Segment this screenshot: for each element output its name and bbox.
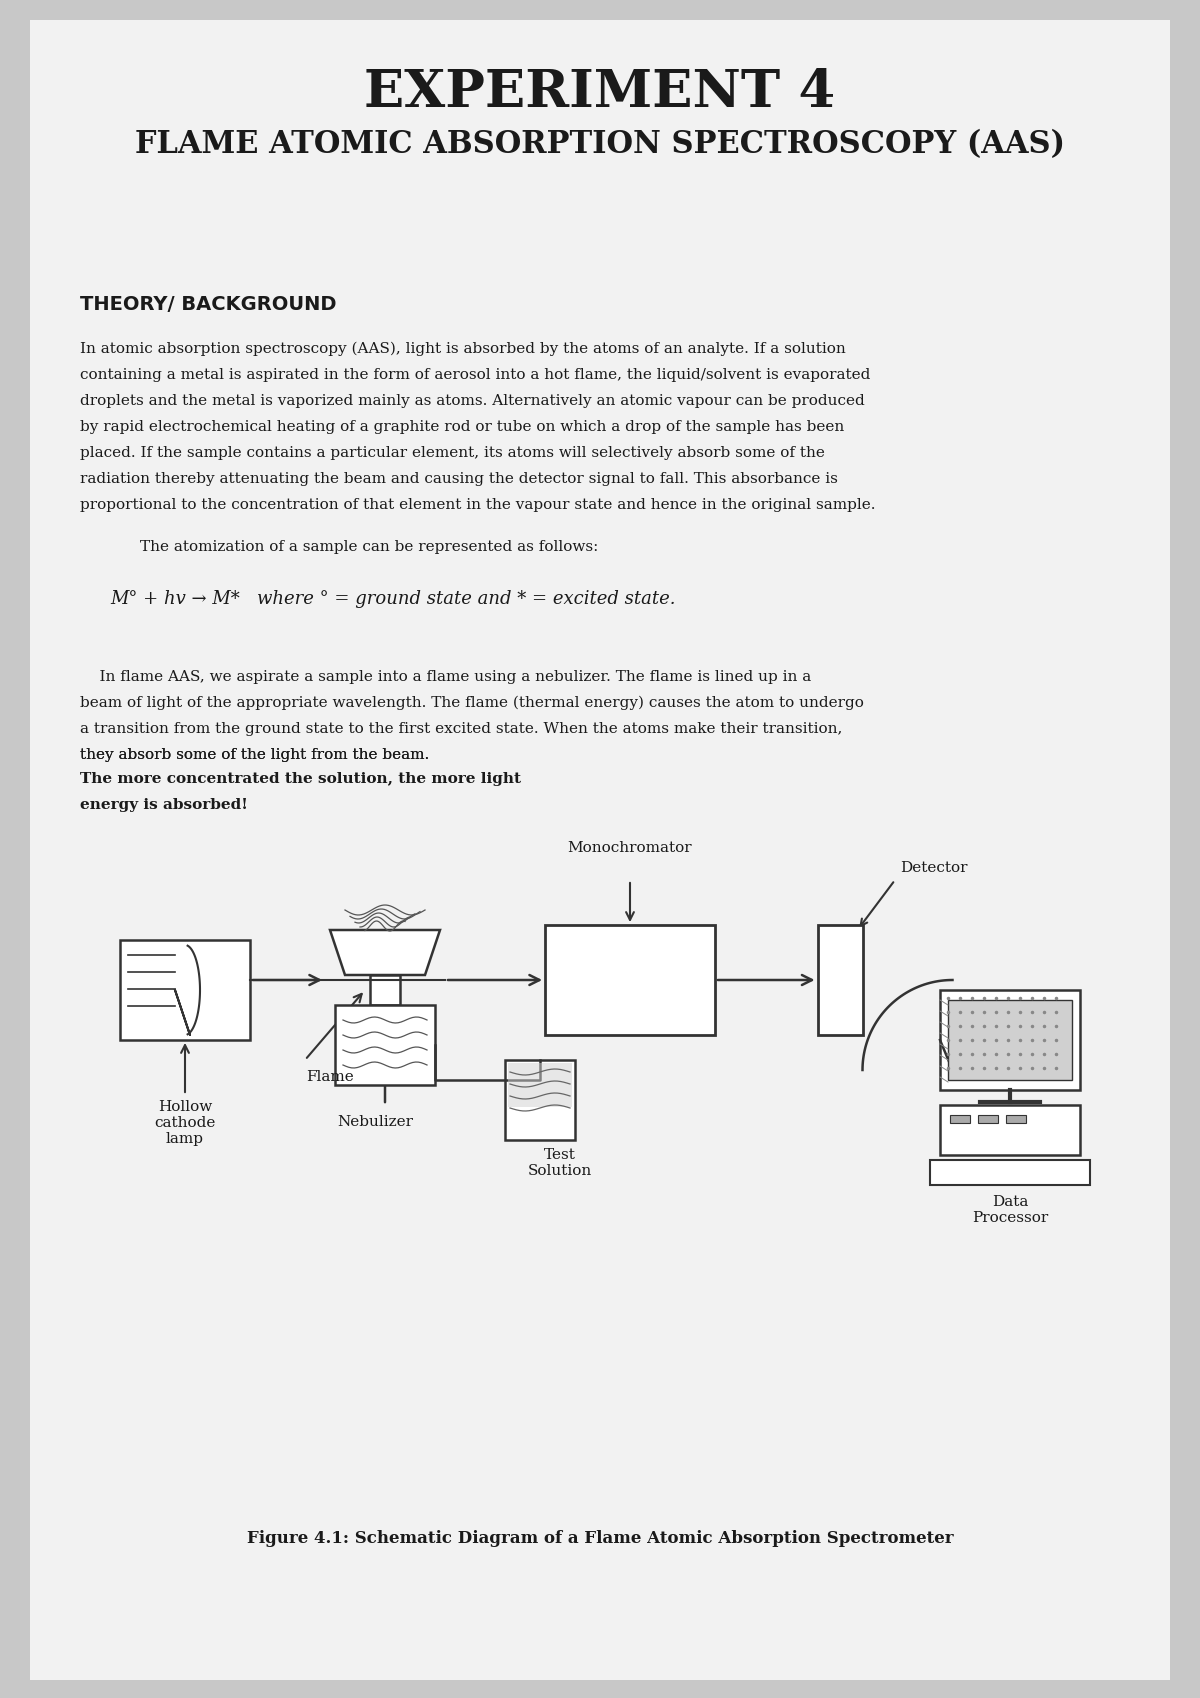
Text: The atomization of a sample can be represented as follows:: The atomization of a sample can be repre… [140,540,599,554]
Text: Data
Processor: Data Processor [972,1195,1048,1226]
Bar [817,925,863,1036]
Text: energy is absorbed!: energy is absorbed! [80,798,248,812]
Text: In flame AAS, we aspirate a sample into a flame using a nebulizer. The flame is : In flame AAS, we aspirate a sample into … [80,671,811,684]
Bar [1006,1116,1026,1122]
Bar [545,925,715,1036]
Polygon shape [330,931,440,975]
Text: THEORY/ BACKGROUND: THEORY/ BACKGROUND [80,295,336,314]
Bar [940,990,1080,1090]
Bar [950,1116,970,1122]
Text: Flame: Flame [306,1070,354,1083]
Bar [930,1160,1090,1185]
Bar [948,1000,1072,1080]
Text: Hollow
cathode
lamp: Hollow cathode lamp [155,1100,216,1146]
Bar [978,1116,998,1122]
Bar [505,1060,575,1139]
Bar [508,1063,572,1107]
Text: droplets and the metal is vaporized mainly as atoms. Alternatively an atomic vap: droplets and the metal is vaporized main… [80,394,865,408]
Text: The more concentrated the solution, the more light: The more concentrated the solution, the … [80,773,521,786]
Text: a transition from the ground state to the first excited state. When the atoms ma: a transition from the ground state to th… [80,722,842,735]
Bar [120,941,250,1039]
Text: containing a metal is aspirated in the form of aerosol into a hot flame, the liq: containing a metal is aspirated in the f… [80,368,870,382]
Bar [335,1005,436,1085]
Text: Detector: Detector [900,861,967,874]
Bar [370,975,400,1005]
Text: Nebulizer: Nebulizer [337,1116,413,1129]
Text: EXPERIMENT 4: EXPERIMENT 4 [365,66,835,117]
Text: they absorb some of the light from the beam.: they absorb some of the light from the b… [80,749,434,762]
Text: Figure 4.1: Schematic Diagram of a Flame Atomic Absorption Spectrometer: Figure 4.1: Schematic Diagram of a Flame… [247,1530,953,1547]
Text: FLAME ATOMIC ABSORPTION SPECTROSCOPY (AAS): FLAME ATOMIC ABSORPTION SPECTROSCOPY (AA… [134,129,1066,161]
Text: proportional to the concentration of that element in the vapour state and hence : proportional to the concentration of tha… [80,498,876,513]
Text: they absorb some of the light from the beam.: they absorb some of the light from the b… [80,749,434,762]
Text: Test
Solution: Test Solution [528,1148,592,1178]
Text: In atomic absorption spectroscopy (AAS), light is absorbed by the atoms of an an: In atomic absorption spectroscopy (AAS),… [80,341,846,357]
Text: placed. If the sample contains a particular element, its atoms will selectively : placed. If the sample contains a particu… [80,447,824,460]
Text: Monochromator: Monochromator [568,841,692,856]
Text: beam of light of the appropriate wavelength. The flame (thermal energy) causes t: beam of light of the appropriate wavelen… [80,696,864,710]
Bar [940,1105,1080,1155]
Text: by rapid electrochemical heating of a graphite rod or tube on which a drop of th: by rapid electrochemical heating of a gr… [80,419,845,435]
Text: radiation thereby attenuating the beam and causing the detector signal to fall. : radiation thereby attenuating the beam a… [80,472,838,486]
Text: M° + hv → M*   where ° = ground state and * = excited state.: M° + hv → M* where ° = ground state and … [110,589,676,608]
